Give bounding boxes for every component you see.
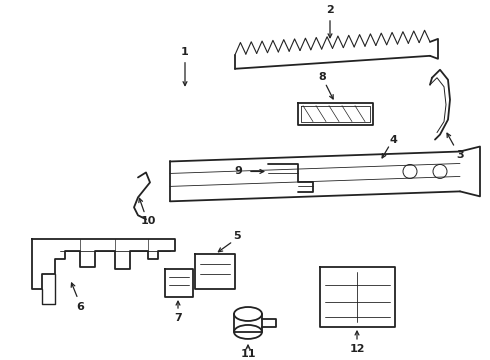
Text: 5: 5 [233, 231, 241, 241]
Text: 11: 11 [240, 349, 256, 359]
Text: 10: 10 [140, 216, 156, 226]
Text: 4: 4 [389, 135, 397, 145]
Text: 12: 12 [349, 344, 365, 354]
Text: 7: 7 [174, 313, 182, 323]
Text: 9: 9 [234, 166, 242, 176]
Text: 1: 1 [181, 47, 189, 57]
Text: 2: 2 [326, 5, 334, 15]
Text: 3: 3 [456, 149, 464, 159]
Text: 8: 8 [318, 72, 326, 82]
Text: 6: 6 [76, 302, 84, 312]
